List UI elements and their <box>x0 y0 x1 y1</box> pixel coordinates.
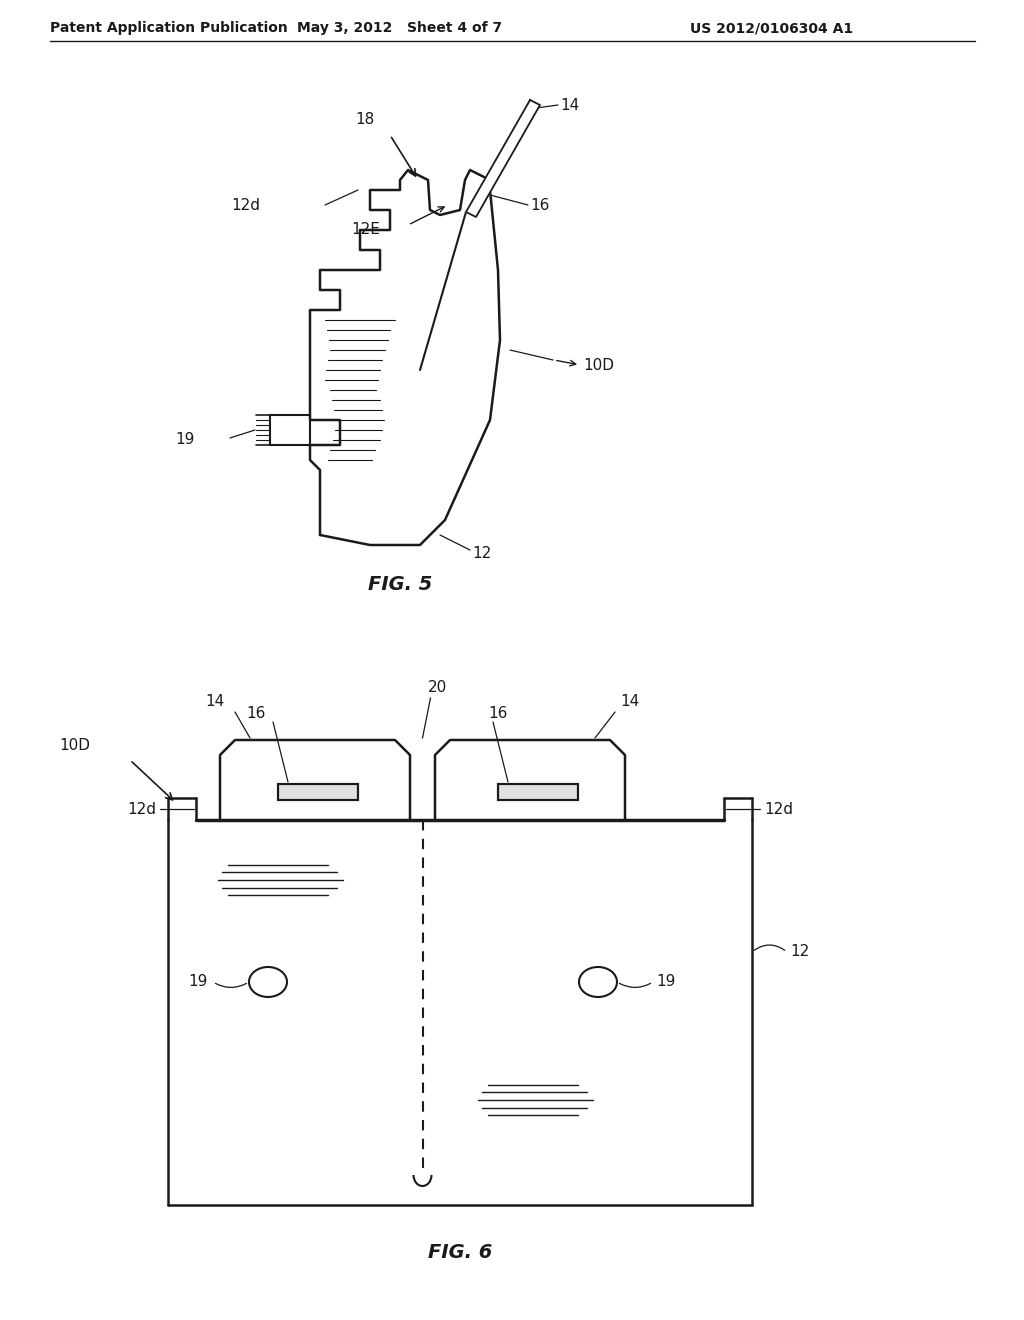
Text: US 2012/0106304 A1: US 2012/0106304 A1 <box>690 21 853 36</box>
Text: 16: 16 <box>488 706 507 722</box>
Polygon shape <box>466 100 540 216</box>
Text: 19: 19 <box>188 974 208 990</box>
Bar <box>498 784 578 800</box>
Text: 12: 12 <box>472 546 492 561</box>
Text: 12d: 12d <box>764 801 793 817</box>
Text: 19: 19 <box>176 433 195 447</box>
Text: 14: 14 <box>560 98 580 112</box>
Text: FIG. 5: FIG. 5 <box>368 576 432 594</box>
Text: 19: 19 <box>656 974 676 990</box>
Text: 12d: 12d <box>231 198 260 213</box>
Text: 10D: 10D <box>583 358 614 372</box>
Bar <box>278 784 358 800</box>
Text: 10D: 10D <box>59 738 90 754</box>
Text: 14: 14 <box>620 694 639 710</box>
Text: Patent Application Publication: Patent Application Publication <box>50 21 288 36</box>
Text: 16: 16 <box>247 706 266 722</box>
Text: 16: 16 <box>530 198 549 213</box>
Text: 14: 14 <box>206 694 225 710</box>
Text: 12: 12 <box>790 945 809 960</box>
Text: 18: 18 <box>355 112 375 128</box>
Text: FIG. 6: FIG. 6 <box>428 1242 493 1262</box>
Text: May 3, 2012   Sheet 4 of 7: May 3, 2012 Sheet 4 of 7 <box>297 21 503 36</box>
Bar <box>278 784 358 800</box>
Bar <box>498 784 578 800</box>
Text: 12d: 12d <box>127 801 156 817</box>
Text: 20: 20 <box>427 681 446 696</box>
Text: 12E: 12E <box>351 223 380 238</box>
